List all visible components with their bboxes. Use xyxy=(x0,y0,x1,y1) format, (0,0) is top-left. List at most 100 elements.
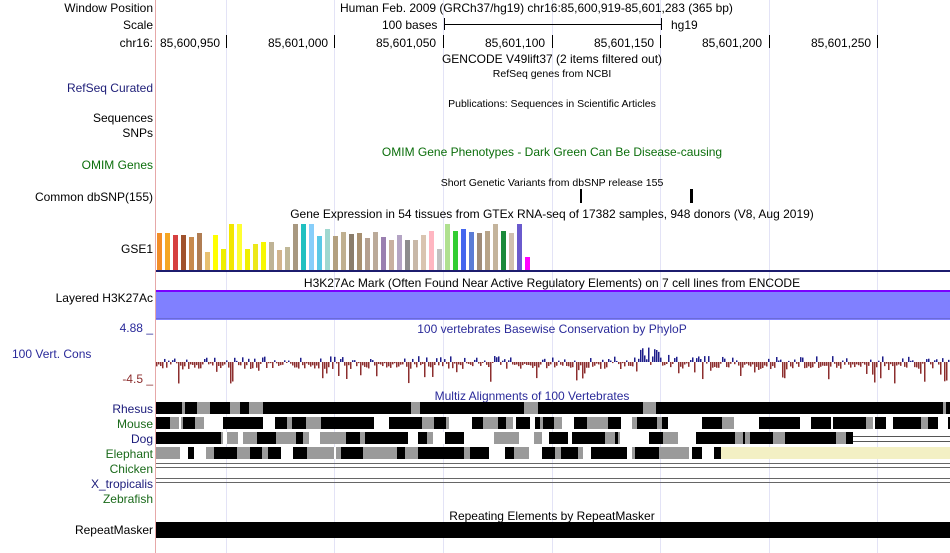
h3k27ac-subtitle: H3K27Ac Mark (Often Found Near Active Re… xyxy=(303,276,801,290)
gtex-tissue-bar[interactable] xyxy=(389,240,394,270)
gtex-tissue-bar[interactable] xyxy=(405,240,410,270)
dbsnp-variant-mark[interactable] xyxy=(690,189,693,203)
gtex-tissue-bar[interactable] xyxy=(485,231,490,270)
gtex-tissue-bar[interactable] xyxy=(245,249,250,270)
gtex-tissue-bar[interactable] xyxy=(285,247,290,270)
dbsnp-variant-mark[interactable] xyxy=(580,189,582,203)
gtex-tissue-bar[interactable] xyxy=(173,235,178,270)
conservation-score-bar xyxy=(360,362,362,376)
gtex-tissue-bar[interactable] xyxy=(517,224,522,270)
conservation-track-label[interactable]: 100 Vert. Cons xyxy=(12,347,92,361)
alignment-block xyxy=(789,417,798,429)
alignment-block xyxy=(498,402,513,414)
gtex-tissue-bar[interactable] xyxy=(261,242,266,270)
conservation-plot[interactable] xyxy=(156,337,950,387)
gtex-tissue-bar[interactable] xyxy=(325,229,330,270)
species-label-rhesus[interactable]: Rhesus xyxy=(112,402,153,416)
gtex-tissue-bar[interactable] xyxy=(525,257,530,270)
gtex-tissue-bar[interactable] xyxy=(189,237,194,270)
alignment-block xyxy=(268,447,281,459)
gtex-tissue-bar[interactable] xyxy=(461,229,466,270)
species-label-mouse[interactable]: Mouse xyxy=(116,417,153,431)
alignment-block xyxy=(402,432,408,444)
multiz-alignment[interactable] xyxy=(156,400,950,490)
gtex-tissue-bar[interactable] xyxy=(509,233,514,270)
gtex-tissue-bar[interactable] xyxy=(253,244,258,270)
dbsnp-track-label[interactable]: Common dbSNP(155) xyxy=(34,190,153,204)
gtex-tissue-bar[interactable] xyxy=(221,249,226,270)
alignment-block xyxy=(696,432,708,444)
conservation-score-bar xyxy=(428,362,430,367)
h3k27ac-track-label[interactable]: Layered H3K27Ac xyxy=(55,291,153,305)
alignment-block xyxy=(786,417,789,429)
gtex-tissue-bar[interactable] xyxy=(501,231,506,270)
alignment-block xyxy=(284,402,293,414)
gtex-tissue-bar[interactable] xyxy=(421,235,426,270)
alignment-block xyxy=(831,402,841,414)
gtex-tissue-bar[interactable] xyxy=(237,224,242,270)
alignment-block xyxy=(921,417,928,429)
conservation-score-bar xyxy=(188,362,190,369)
gtex-tissue-bar[interactable] xyxy=(293,224,298,270)
gtex-tissue-bar[interactable] xyxy=(493,224,498,270)
grid-line xyxy=(877,0,878,553)
gtex-tissue-bar[interactable] xyxy=(373,232,378,270)
repeatmasker-track-label[interactable]: RepeatMasker xyxy=(74,523,153,537)
refseq-track-label[interactable]: RefSeq Curated xyxy=(66,81,153,95)
gtex-tissue-bar[interactable] xyxy=(349,234,354,270)
gtex-bars[interactable] xyxy=(157,223,537,270)
gtex-tissue-bar[interactable] xyxy=(365,238,370,270)
species-label-x-tropicalis[interactable]: X_tropicalis xyxy=(90,477,153,491)
species-label-dog[interactable]: Dog xyxy=(130,432,153,446)
alignment-block xyxy=(303,402,310,414)
gtex-tissue-bar[interactable] xyxy=(381,237,386,270)
species-label-elephant[interactable]: Elephant xyxy=(105,447,153,461)
gtex-tissue-bar[interactable] xyxy=(397,235,402,270)
gtex-tissue-bar[interactable] xyxy=(301,224,306,270)
conservation-score-bar xyxy=(258,362,260,371)
gtex-tissue-bar[interactable] xyxy=(309,224,314,270)
alignment-block xyxy=(284,432,296,444)
conservation-score-bar xyxy=(224,362,226,365)
gtex-tissue-bar[interactable] xyxy=(197,233,202,270)
alignment-block xyxy=(320,432,335,444)
gtex-tissue-bar[interactable] xyxy=(165,233,170,270)
gtex-tissue-bar[interactable] xyxy=(477,233,482,270)
gencode-title[interactable]: GENCODE V49lift37 (2 items filtered out) xyxy=(441,52,663,66)
omim-track-label[interactable]: OMIM Genes xyxy=(81,158,153,172)
repeatmasker-element[interactable] xyxy=(156,522,950,538)
alignment-block xyxy=(179,417,181,429)
species-label-chicken[interactable]: Chicken xyxy=(109,462,153,476)
gtex-tissue-bar[interactable] xyxy=(213,235,218,270)
gtex-tissue-bar[interactable] xyxy=(229,224,234,270)
alignment-block xyxy=(757,402,764,414)
window-position-label: Window Position xyxy=(64,1,153,15)
alignment-gap-line xyxy=(156,478,950,479)
gtex-tissue-bar[interactable] xyxy=(181,235,186,270)
gtex-tissue-bar[interactable] xyxy=(445,224,450,270)
gtex-tissue-bar[interactable] xyxy=(317,236,322,270)
conservation-score-bar xyxy=(420,362,422,366)
alignment-block xyxy=(243,432,257,444)
gtex-tissue-bar[interactable] xyxy=(437,249,442,270)
gtex-tissue-bar[interactable] xyxy=(429,231,434,270)
omim-subtitle: OMIM Gene Phenotypes - Dark Green Can Be… xyxy=(381,145,723,159)
gtex-tissue-bar[interactable] xyxy=(205,252,210,270)
gtex-tissue-bar[interactable] xyxy=(413,240,418,270)
gtex-tissue-bar[interactable] xyxy=(469,232,474,270)
sequences-track-label[interactable]: Sequences xyxy=(92,111,153,125)
gtex-tissue-bar[interactable] xyxy=(333,236,338,270)
alignment-block xyxy=(562,417,574,429)
gtex-tissue-bar[interactable] xyxy=(341,232,346,270)
h3k27ac-signal[interactable] xyxy=(156,290,950,320)
gtex-tissue-bar[interactable] xyxy=(277,250,282,270)
gtex-tissue-bar[interactable] xyxy=(453,231,458,270)
gtex-tissue-bar[interactable] xyxy=(269,242,274,270)
conservation-score-bar xyxy=(218,362,220,366)
gtex-track-label[interactable]: GSE1 xyxy=(120,242,153,256)
snps-track-label[interactable]: SNPs xyxy=(122,126,153,140)
gtex-tissue-bar[interactable] xyxy=(357,233,362,270)
conservation-score-bar xyxy=(192,362,194,365)
gtex-tissue-bar[interactable] xyxy=(157,233,162,270)
species-label-zebrafish[interactable]: Zebrafish xyxy=(102,492,153,506)
